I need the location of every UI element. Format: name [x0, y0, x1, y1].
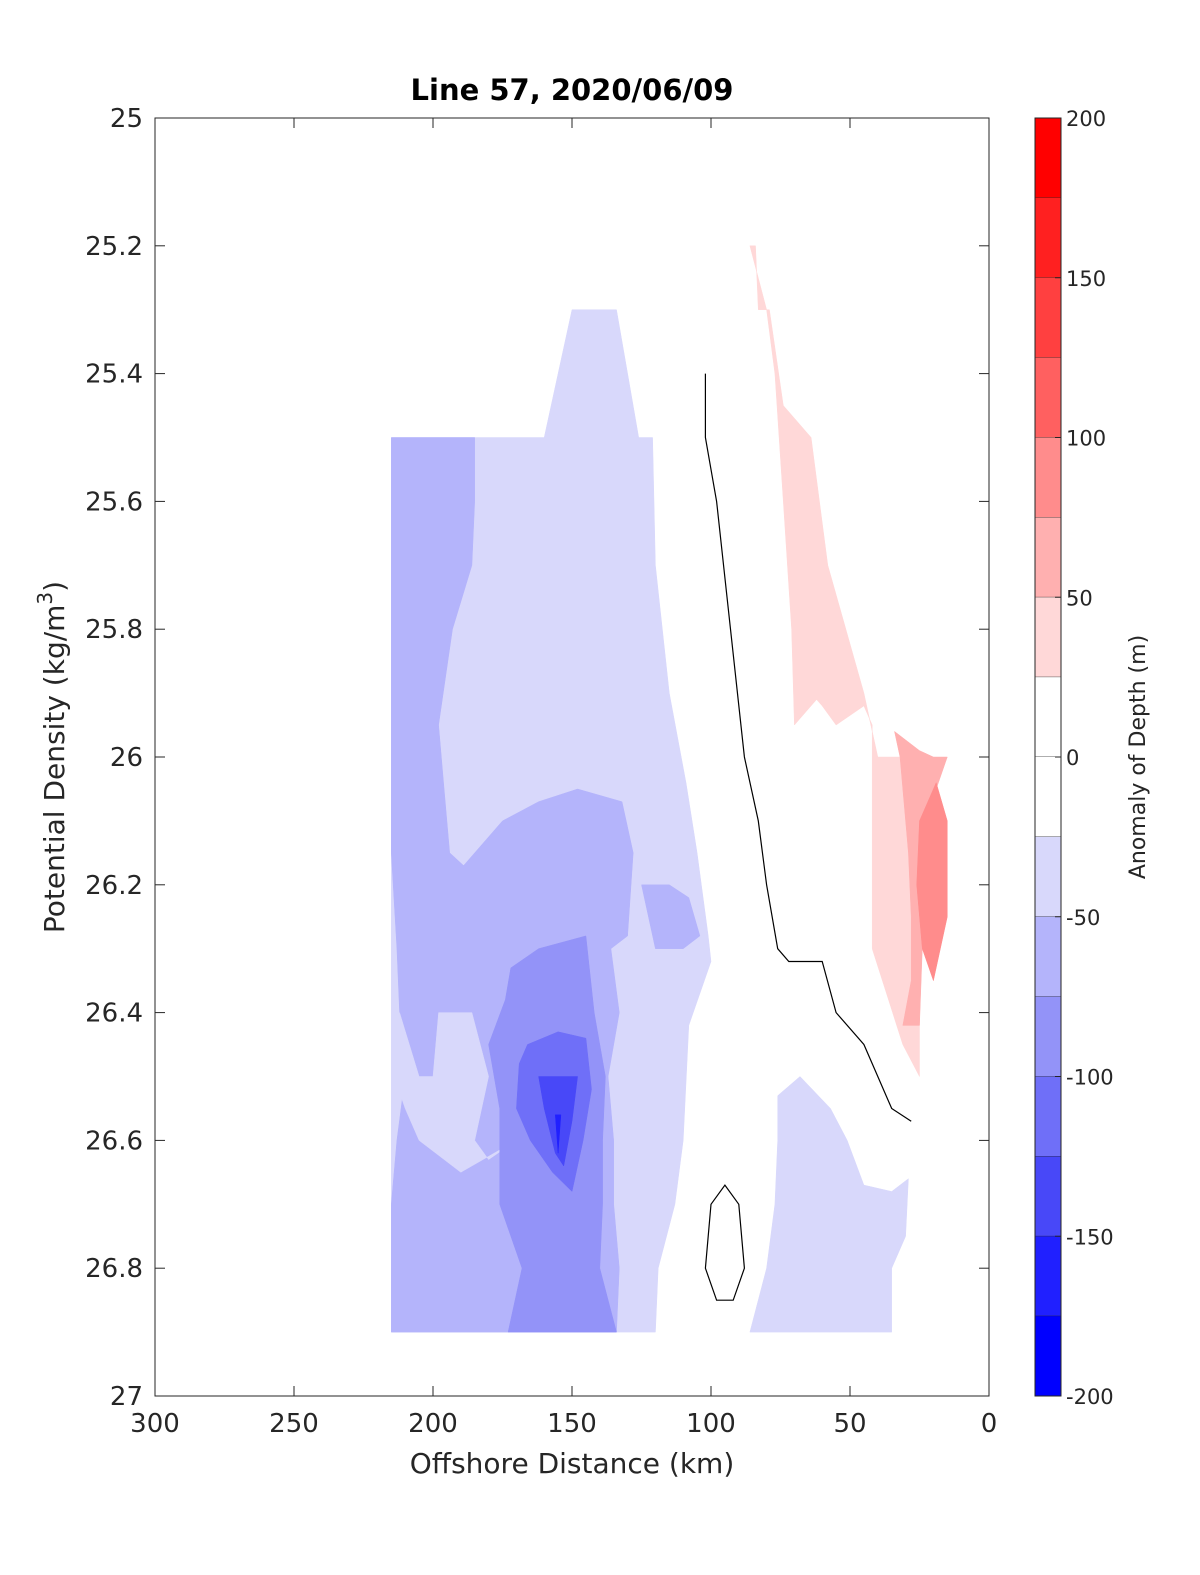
colorbar-blocks	[1035, 118, 1061, 1397]
colorbar-block-10	[1035, 916, 1061, 997]
contour-region-1	[749, 1076, 909, 1333]
colorbar-tick-label: 200	[1066, 107, 1106, 131]
x-tick-label: 300	[130, 1409, 180, 1439]
colorbar-block-3	[1035, 357, 1061, 438]
x-axis-label: Offshore Distance (km)	[410, 1447, 735, 1480]
chart-title: Line 57, 2020/06/09	[411, 73, 734, 107]
colorbar-block-2	[1035, 277, 1061, 358]
colorbar-tick-label: 0	[1066, 746, 1079, 770]
colorbar-tick-label: -50	[1066, 906, 1100, 930]
y-tick-label: 26.8	[85, 1254, 143, 1284]
colorbar-tick-label: 50	[1066, 586, 1093, 610]
contour-region-9	[749, 245, 920, 1077]
x-tick-label: 150	[547, 1409, 597, 1439]
x-tick-label: 50	[833, 1409, 866, 1439]
contour-region-8	[555, 1114, 562, 1154]
contour-region-3	[641, 884, 701, 949]
colorbar-block-11	[1035, 996, 1061, 1077]
colorbar-block-13	[1035, 1156, 1061, 1237]
y-tick-label: 25.2	[85, 232, 143, 262]
x-tick-label: 200	[408, 1409, 458, 1439]
colorbar-block-1	[1035, 197, 1061, 278]
x-tick-label: 100	[686, 1409, 736, 1439]
y-tick-label: 26	[110, 743, 143, 773]
x-axis-ticks: 300 250 200 150 100 50 0	[130, 118, 997, 1439]
y-tick-label: 27	[110, 1382, 143, 1412]
colorbar-tick-label: -100	[1066, 1066, 1114, 1090]
colorbar-block-8	[1035, 757, 1061, 837]
colorbar-label: Anomaly of Depth (m)	[1126, 635, 1151, 879]
contour-region-4	[393, 1012, 517, 1173]
y-tick-label: 25.6	[85, 487, 143, 517]
colorbar-block-7	[1035, 677, 1061, 757]
y-tick-label: 25.8	[85, 615, 143, 645]
colorbar-tick-label: -200	[1066, 1385, 1114, 1409]
colorbar-tick-label: -150	[1066, 1225, 1114, 1249]
y-axis-label-superscript: 3	[33, 592, 57, 605]
colorbar-block-6	[1035, 597, 1061, 678]
plot-area: 300 250 200 150 100 50 0 2525.225.425.625.8262…	[85, 104, 997, 1439]
colorbar-block-14	[1035, 1236, 1061, 1317]
colorbar-block-9	[1035, 836, 1061, 917]
contour-line-0	[704, 373, 912, 1122]
y-tick-label: 25.4	[85, 360, 143, 390]
colorbar-block-5	[1035, 517, 1061, 598]
y-tick-label: 25	[110, 104, 143, 134]
y-tick-label: 26.2	[85, 871, 143, 901]
x-tick-label: 0	[981, 1409, 998, 1439]
colorbar-tick-label: 100	[1066, 427, 1106, 451]
contour-fills	[391, 245, 948, 1333]
y-tick-label: 26.4	[85, 999, 143, 1029]
colorbar-block-4	[1035, 437, 1061, 518]
colorbar-block-0	[1035, 118, 1061, 198]
zero-contour-lines	[704, 373, 912, 1301]
contour-line-1	[704, 1184, 746, 1301]
contour-region-11	[916, 781, 948, 982]
y-axis-label-close: )	[38, 581, 71, 592]
y-tick-label: 26.6	[85, 1126, 143, 1156]
y-axis-label: Potential Density (kg/m3)	[33, 581, 71, 933]
colorbar-block-12	[1035, 1076, 1061, 1157]
y-axis-ticks: 25 25.2 25.4 25.6 25.8 26 26.2 26.4 26.6 26.8 27	[85, 104, 989, 1412]
colorbar: 200 150 100 50 0 -50 -100 -150 -200	[1034, 107, 1114, 1409]
x-tick-label: 250	[269, 1409, 319, 1439]
y-axis-label-text: Potential Density (kg/m	[38, 605, 71, 934]
colorbar-tick-label: 150	[1066, 267, 1106, 291]
colorbar-block-15	[1035, 1316, 1061, 1396]
colorbar-ticks: 200 150 100 50 0 -50 -100 -150 -200	[1055, 107, 1114, 1409]
